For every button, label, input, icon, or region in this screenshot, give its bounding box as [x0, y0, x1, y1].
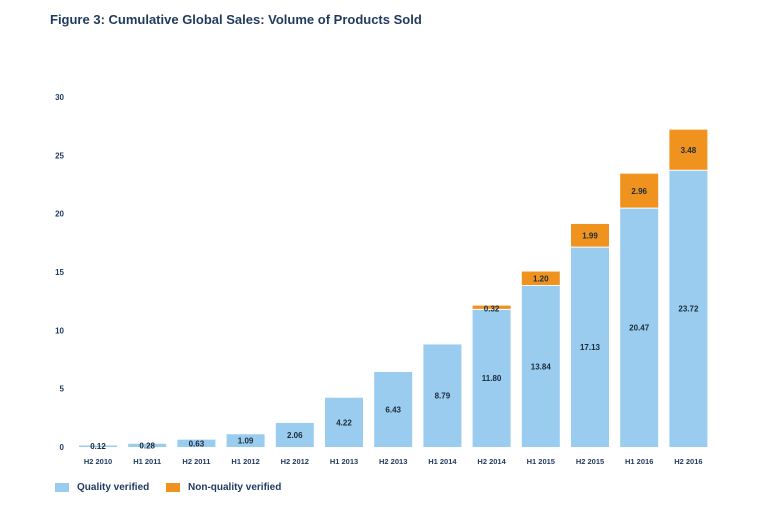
bar-non-quality-verified [521, 271, 560, 286]
bar-quality-verified [79, 445, 117, 447]
data-label-non-quality-verified: 1.99 [582, 232, 598, 241]
bar-quality-verified [128, 443, 167, 447]
data-label-quality-verified: 13.84 [531, 362, 552, 371]
bar-quality-verified [325, 397, 363, 447]
x-tick-label: H2 2014 [477, 457, 506, 466]
y-tick-label: 20 [55, 210, 64, 219]
bar-quality-verified [571, 247, 609, 447]
figure-title: Figure 3: Cumulative Global Sales: Volum… [50, 12, 422, 27]
data-label-quality-verified: 4.22 [336, 418, 352, 427]
bar-non-quality-verified [620, 173, 659, 209]
x-tick-label: H1 2013 [330, 457, 358, 466]
data-label-quality-verified: 8.79 [435, 392, 451, 401]
x-tick-label: H1 2011 [133, 457, 161, 466]
bar-quality-verified [472, 309, 511, 447]
y-tick-label: 15 [55, 268, 64, 277]
x-tick-label: H1 2012 [231, 457, 259, 466]
data-label-quality-verified: 2.06 [287, 431, 303, 440]
x-tick-label: H2 2015 [576, 457, 604, 466]
x-tick-label: H2 2011 [182, 457, 210, 466]
data-label-quality-verified: 11.80 [482, 374, 502, 383]
y-axis: 0 5 10 15 20 25 30 [55, 93, 64, 452]
bar-quality-verified [177, 439, 216, 447]
y-tick-label: 25 [55, 151, 64, 160]
legend-label-quality-verified: Quality verified [77, 482, 150, 493]
data-label-quality-verified: 23.72 [678, 305, 699, 314]
bars: 0.12 0.28 0.63 1.09 2.06 4.22 6.43 8.79 0.32 11.8… [79, 129, 708, 451]
x-tick-label: H2 2010 [84, 457, 112, 466]
data-label-quality-verified: 0.12 [90, 442, 106, 451]
data-label-quality-verified: 17.13 [580, 343, 601, 352]
x-tick-label: H1 2014 [428, 457, 457, 466]
legend-label-non-quality-verified: Non-quality verified [188, 482, 282, 493]
data-label-quality-verified: 0.63 [189, 439, 205, 448]
x-axis: H2 2010 H1 2011 H2 2011 H1 2012 H2 2012 H1 20… [84, 457, 703, 466]
x-tick-label: H2 2016 [674, 457, 702, 466]
data-label-non-quality-verified: 2.96 [631, 187, 647, 196]
data-label-quality-verified: 0.28 [139, 441, 155, 450]
bar-quality-verified [620, 208, 659, 447]
legend-item-non-quality-verified: Non-quality verified [166, 482, 281, 493]
y-tick-label: 0 [60, 443, 65, 452]
legend-swatch-quality-verified [55, 483, 69, 492]
x-tick-label: H1 2016 [625, 457, 653, 466]
x-tick-label: H1 2015 [527, 457, 555, 466]
legend-swatch-non-quality-verified [166, 483, 180, 492]
bar-non-quality-verified [472, 305, 511, 310]
x-tick-label: H2 2013 [379, 457, 407, 466]
bar-quality-verified [374, 371, 413, 447]
data-label-non-quality-verified: 3.48 [681, 146, 697, 155]
bar-quality-verified [226, 434, 265, 447]
data-label-non-quality-verified: 0.32 [484, 304, 500, 313]
x-tick-label: H2 2012 [281, 457, 309, 466]
data-label-quality-verified: 1.09 [238, 437, 254, 446]
bar-quality-verified [275, 422, 314, 447]
legend-item-quality-verified: Quality verified [55, 482, 149, 493]
bar-non-quality-verified [669, 129, 708, 171]
bar-non-quality-verified [571, 223, 609, 248]
y-tick-label: 30 [55, 93, 64, 102]
bar-quality-verified [423, 344, 462, 447]
y-tick-label: 5 [60, 385, 65, 394]
data-label-quality-verified: 6.43 [385, 405, 401, 414]
data-label-quality-verified: 20.47 [629, 324, 650, 333]
bar-quality-verified [669, 170, 708, 447]
bar-quality-verified [521, 285, 560, 447]
y-tick-label: 10 [55, 326, 64, 335]
data-label-non-quality-verified: 1.20 [533, 275, 549, 284]
